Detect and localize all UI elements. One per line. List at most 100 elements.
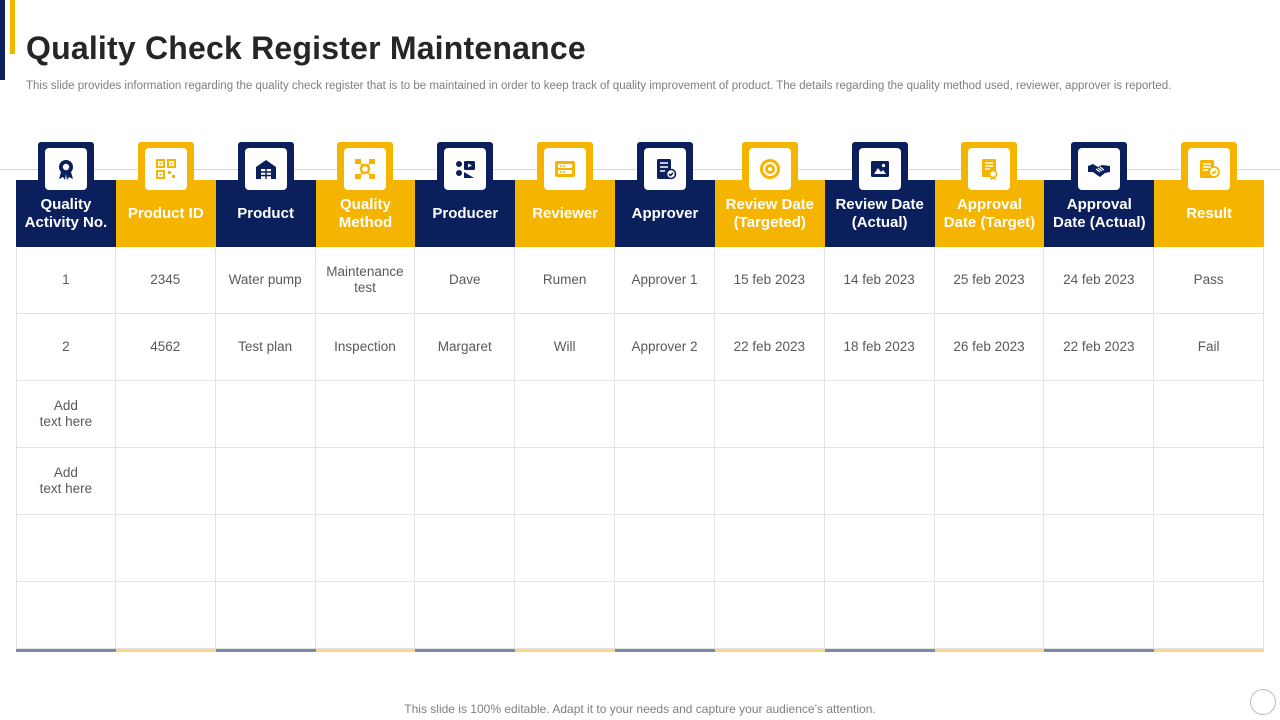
table-cell bbox=[315, 582, 416, 649]
table-cell bbox=[1044, 381, 1155, 448]
table-cell: Add text here bbox=[16, 448, 116, 515]
page-subtitle: This slide provides information regardin… bbox=[26, 80, 1172, 92]
image-frame-icon bbox=[858, 148, 901, 190]
column-approval-date-actual: Approval Date (Actual) 24 feb 2023 22 feb … bbox=[1044, 142, 1155, 652]
column-header: Review Date (Targeted) bbox=[714, 180, 825, 247]
column-bottom-accent bbox=[615, 649, 715, 652]
table-cell bbox=[115, 515, 216, 582]
table-cell bbox=[315, 381, 416, 448]
table-cell bbox=[1044, 448, 1155, 515]
table-cell bbox=[515, 448, 616, 515]
table-cell bbox=[824, 448, 935, 515]
column-header: Quality Method bbox=[315, 180, 416, 247]
column-producer: Producer Dave Margaret bbox=[415, 142, 516, 652]
table-cell: Dave bbox=[415, 247, 516, 314]
target-icon bbox=[748, 148, 791, 190]
table-cell bbox=[714, 515, 825, 582]
table-cell bbox=[16, 582, 116, 649]
column-icon-tab bbox=[825, 142, 935, 190]
column-reviewer: Reviewer Rumen Will bbox=[515, 142, 616, 652]
column-bottom-accent bbox=[1044, 649, 1155, 652]
column-header: Review Date (Actual) bbox=[824, 180, 935, 247]
table-cell: Will bbox=[515, 314, 616, 381]
column-bottom-accent bbox=[515, 649, 616, 652]
column-bottom-accent bbox=[315, 649, 416, 652]
column-bottom-accent bbox=[16, 649, 116, 652]
table-cell: Water pump bbox=[215, 247, 316, 314]
column-approver: Approver Approver 1 Approver 2 bbox=[615, 142, 715, 652]
column-header: Reviewer bbox=[515, 180, 616, 247]
column-header: Product bbox=[215, 180, 316, 247]
page-title: Quality Check Register Maintenance bbox=[26, 30, 586, 66]
column-product-id: Product ID 2345 4562 bbox=[115, 142, 216, 652]
quality-register-table: Quality Activity No. 1 2 Add text here Add t… bbox=[16, 142, 1265, 652]
column-header: Result bbox=[1154, 180, 1265, 247]
handshake-icon bbox=[1078, 148, 1121, 190]
table-cell bbox=[824, 582, 935, 649]
column-header: Approval Date (Actual) bbox=[1044, 180, 1155, 247]
table-cell bbox=[714, 582, 825, 649]
table-cell bbox=[714, 448, 825, 515]
column-quality-activity-no: Quality Activity No. 1 2 Add text here Add t… bbox=[16, 142, 116, 652]
column-product: Product Water pump Test plan bbox=[215, 142, 316, 652]
table-cell: Maintenance test bbox=[315, 247, 416, 314]
footer-note: This slide is 100% editable. Adapt it to… bbox=[404, 702, 876, 716]
table-cell bbox=[315, 515, 416, 582]
column-icon-tab bbox=[935, 142, 1045, 190]
table-cell bbox=[934, 448, 1045, 515]
table-cell bbox=[16, 515, 116, 582]
table-cell bbox=[934, 515, 1045, 582]
column-header: Product ID bbox=[115, 180, 216, 247]
table-cell bbox=[615, 515, 715, 582]
column-header: Approver bbox=[615, 180, 715, 247]
column-header: Quality Activity No. bbox=[16, 180, 116, 247]
column-icon-tab bbox=[216, 142, 316, 190]
table-cell: Approver 1 bbox=[615, 247, 715, 314]
column-review-date-targeted: Review Date (Targeted) 15 feb 2023 22 feb … bbox=[714, 142, 825, 652]
column-bottom-accent bbox=[215, 649, 316, 652]
column-icon-tab bbox=[16, 142, 116, 190]
table-cell bbox=[714, 381, 825, 448]
table-cell: Approver 2 bbox=[615, 314, 715, 381]
table-cell bbox=[1154, 448, 1265, 515]
column-bottom-accent bbox=[115, 649, 216, 652]
table-cell: 22 feb 2023 bbox=[714, 314, 825, 381]
table-cell: 18 feb 2023 bbox=[824, 314, 935, 381]
table-cell: 26 feb 2023 bbox=[934, 314, 1045, 381]
checklist-approve-icon bbox=[643, 148, 686, 190]
table-cell: Fail bbox=[1154, 314, 1265, 381]
column-bottom-accent bbox=[1154, 649, 1265, 652]
column-icon-tab bbox=[515, 142, 615, 190]
table-cell bbox=[934, 381, 1045, 448]
column-icon-tab bbox=[316, 142, 416, 190]
column-header: Approval Date (Target) bbox=[934, 180, 1045, 247]
column-bottom-accent bbox=[714, 649, 825, 652]
column-header: Producer bbox=[415, 180, 516, 247]
accent-bar-navy bbox=[0, 0, 5, 80]
table-cell: 2 bbox=[16, 314, 116, 381]
column-icon-tab bbox=[116, 142, 216, 190]
table-cell bbox=[315, 448, 416, 515]
table-cell: 25 feb 2023 bbox=[934, 247, 1045, 314]
table-cell: Add text here bbox=[16, 381, 116, 448]
table-cell bbox=[615, 381, 715, 448]
column-bottom-accent bbox=[415, 649, 516, 652]
table-cell bbox=[824, 381, 935, 448]
table-cell: Rumen bbox=[515, 247, 616, 314]
column-icon-tab bbox=[1154, 142, 1264, 190]
column-approval-date-target: Approval Date (Target) 25 feb 2023 26 feb … bbox=[934, 142, 1045, 652]
column-icon-tab bbox=[615, 142, 715, 190]
column-bottom-accent bbox=[934, 649, 1045, 652]
table-cell bbox=[824, 515, 935, 582]
table-cell bbox=[515, 515, 616, 582]
column-review-date-actual: Review Date (Actual) 14 feb 2023 18 feb 20… bbox=[824, 142, 935, 652]
table-cell bbox=[415, 582, 516, 649]
table-cell: 14 feb 2023 bbox=[824, 247, 935, 314]
table-cell bbox=[515, 381, 616, 448]
table-cell: Pass bbox=[1154, 247, 1265, 314]
table-cell: 24 feb 2023 bbox=[1044, 247, 1155, 314]
table-cell: 1 bbox=[16, 247, 116, 314]
column-icon-tab bbox=[415, 142, 515, 190]
slide-number-circle bbox=[1250, 689, 1276, 715]
table-cell: Test plan bbox=[215, 314, 316, 381]
